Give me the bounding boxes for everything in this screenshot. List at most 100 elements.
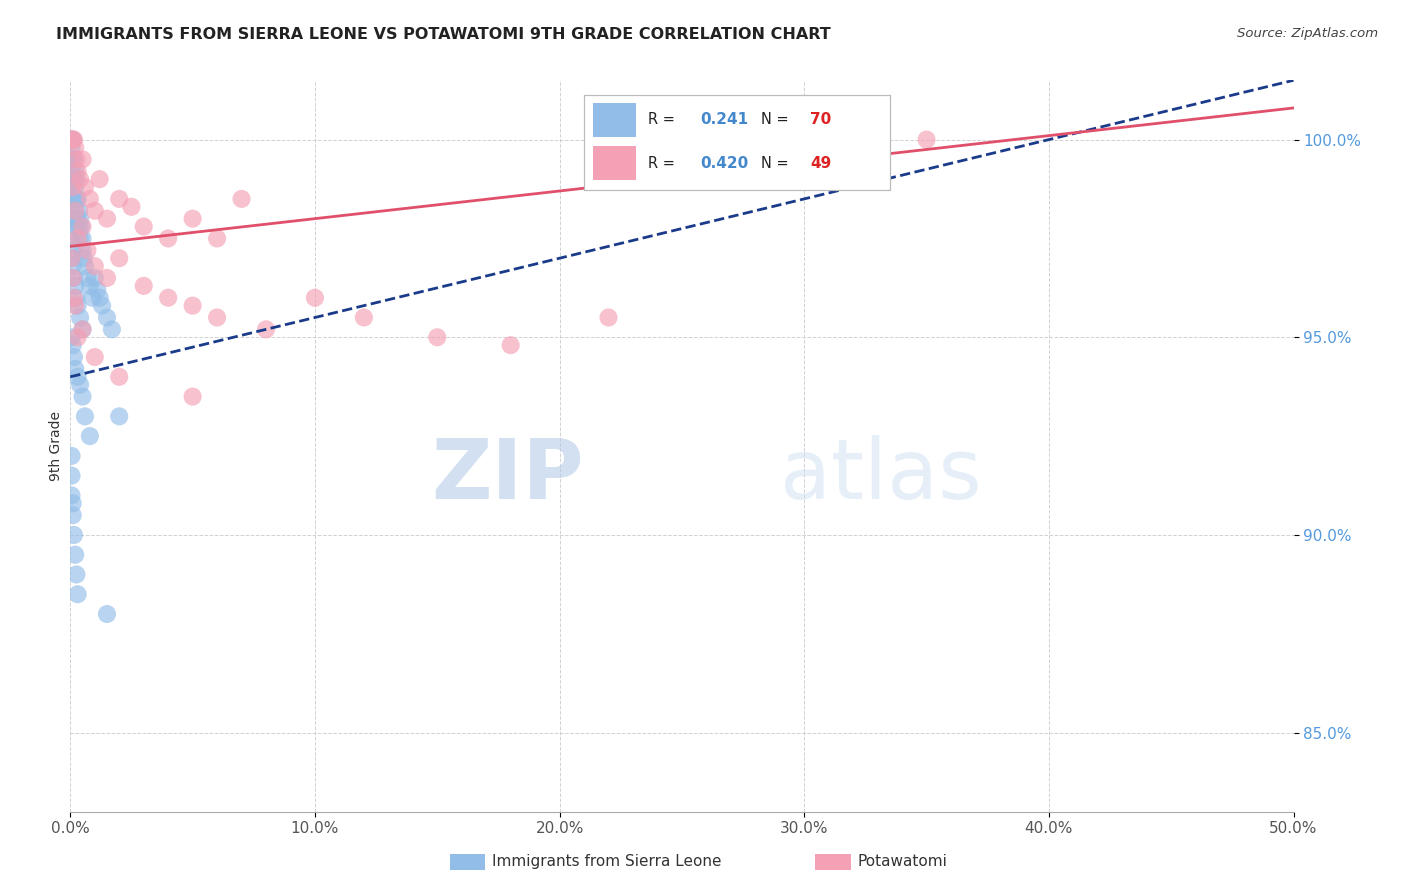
Point [60,153,83,167]
Point [353,310,375,325]
Point [63,192,86,206]
Point [231,192,253,206]
Point [72,322,94,336]
Point [62,496,84,510]
Point [744,132,766,146]
Point [66,587,89,601]
Point [426,330,449,344]
Point [60,251,83,265]
Point [63,203,86,218]
Point [62,153,84,167]
Point [65,192,87,206]
Point [70,219,93,234]
Point [73,259,96,273]
Point [65,172,87,186]
Point [62,172,84,186]
Point [66,330,89,344]
Point [915,132,938,146]
Point [60,449,83,463]
Point [304,291,326,305]
Point [73,251,96,265]
Y-axis label: 9th Grade: 9th Grade [49,411,63,481]
Point [76,271,98,285]
Point [499,338,522,352]
Point [254,322,277,336]
Point [86,283,108,297]
Point [60,140,83,154]
Point [63,291,86,305]
Point [89,172,111,186]
Point [108,409,131,424]
Point [83,203,105,218]
Point [60,132,83,146]
Point [62,244,84,258]
Point [96,271,118,285]
Point [66,231,89,245]
Point [79,429,101,443]
Point [60,468,83,483]
Point [91,299,114,313]
Point [205,310,228,325]
Point [72,322,94,336]
Point [63,271,86,285]
Point [65,567,87,582]
Point [72,244,94,258]
Point [72,390,94,404]
Point [66,164,89,178]
Point [63,211,86,226]
Point [181,390,204,404]
Point [108,251,131,265]
Point [63,219,86,234]
Point [67,203,90,218]
Point [60,132,83,146]
Point [63,350,86,364]
Point [66,369,89,384]
Point [69,377,91,392]
Point [132,278,155,293]
Point [63,362,86,376]
Point [96,211,118,226]
Point [108,369,131,384]
Point [62,211,84,226]
Point [60,251,83,265]
Point [82,291,104,305]
Point [598,310,620,325]
Text: Immigrants from Sierra Leone: Immigrants from Sierra Leone [492,855,721,869]
Point [79,192,101,206]
Point [66,299,89,313]
Point [60,180,83,194]
Point [62,259,84,273]
Point [101,322,124,336]
Point [96,310,118,325]
Point [83,271,105,285]
Point [72,219,94,234]
Point [62,132,84,146]
Point [157,231,180,245]
Point [205,231,228,245]
Point [63,140,86,154]
Point [69,231,91,245]
Point [62,192,84,206]
Point [73,180,96,194]
Text: IMMIGRANTS FROM SIERRA LEONE VS POTAWATOMI 9TH GRADE CORRELATION CHART: IMMIGRANTS FROM SIERRA LEONE VS POTAWATO… [56,27,831,42]
Text: ZIP: ZIP [432,434,583,516]
Point [63,153,86,167]
Point [72,153,94,167]
Point [62,271,84,285]
Point [69,211,91,226]
Point [63,164,86,178]
Point [79,278,101,293]
Point [83,350,105,364]
Point [63,278,86,293]
Point [60,330,83,344]
Point [60,231,83,245]
Point [157,291,180,305]
Point [60,488,83,502]
Text: Source: ZipAtlas.com: Source: ZipAtlas.com [1237,27,1378,40]
Text: atlas: atlas [780,434,981,516]
Point [121,200,143,214]
Text: Potawatomi: Potawatomi [858,855,948,869]
Point [60,164,83,178]
Point [69,172,91,186]
Point [76,244,98,258]
